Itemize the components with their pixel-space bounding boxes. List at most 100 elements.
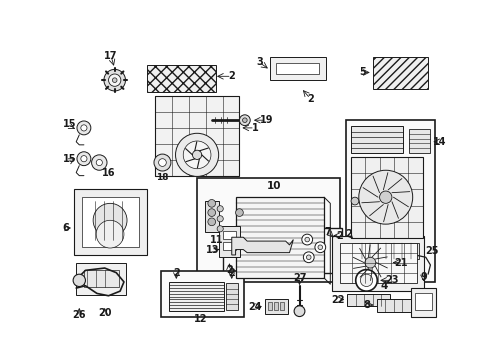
Circle shape <box>154 154 171 171</box>
Circle shape <box>73 274 85 287</box>
Circle shape <box>207 199 215 207</box>
Circle shape <box>217 226 223 232</box>
Bar <box>267 302 271 310</box>
Circle shape <box>91 155 107 170</box>
Text: 13: 13 <box>205 244 219 255</box>
Polygon shape <box>231 237 293 255</box>
Circle shape <box>96 220 123 248</box>
Circle shape <box>183 141 210 169</box>
Text: 2: 2 <box>228 71 235 81</box>
Circle shape <box>293 306 305 316</box>
Bar <box>222 242 236 249</box>
Text: 20: 20 <box>98 308 111 318</box>
Text: 10: 10 <box>266 181 281 191</box>
Circle shape <box>192 150 202 159</box>
Text: 25: 25 <box>425 246 438 256</box>
Bar <box>376 299 410 312</box>
Text: 15: 15 <box>63 154 77 164</box>
Bar <box>350 157 422 238</box>
Text: 15: 15 <box>63 119 77 129</box>
Text: 8: 8 <box>362 300 369 310</box>
Circle shape <box>112 78 117 82</box>
Text: 12: 12 <box>194 314 207 324</box>
Bar <box>154 95 239 176</box>
Bar <box>410 288 435 317</box>
Bar <box>339 243 416 283</box>
Text: 14: 14 <box>432 137 446 147</box>
Bar <box>264 299 287 314</box>
Text: 16: 16 <box>102 167 115 177</box>
Circle shape <box>301 234 312 245</box>
Bar <box>197 178 339 282</box>
Text: 9: 9 <box>419 271 426 282</box>
Circle shape <box>350 197 358 205</box>
Circle shape <box>314 242 325 253</box>
Text: 3: 3 <box>256 58 263 67</box>
Circle shape <box>379 191 391 203</box>
Circle shape <box>350 243 389 282</box>
Bar <box>168 282 224 311</box>
Text: 2: 2 <box>225 265 232 275</box>
Circle shape <box>235 209 243 216</box>
Text: 2: 2 <box>173 268 179 278</box>
Circle shape <box>81 156 87 162</box>
Bar <box>345 120 434 282</box>
Text: 23: 23 <box>385 275 398 285</box>
Circle shape <box>217 216 223 222</box>
Bar <box>226 283 238 310</box>
Text: 2: 2 <box>228 268 235 278</box>
Circle shape <box>104 69 125 91</box>
Text: 24: 24 <box>247 302 261 311</box>
Circle shape <box>355 270 377 291</box>
Text: 6: 6 <box>62 223 69 233</box>
Circle shape <box>93 203 127 237</box>
Circle shape <box>358 170 412 224</box>
Circle shape <box>81 125 87 131</box>
Bar <box>76 263 126 295</box>
Bar <box>350 126 403 153</box>
Circle shape <box>217 206 223 212</box>
Text: 7: 7 <box>324 227 331 237</box>
Text: 2: 2 <box>345 229 351 239</box>
Text: 21: 21 <box>394 258 407 267</box>
Text: 4: 4 <box>380 281 387 291</box>
Bar <box>353 243 418 259</box>
Circle shape <box>239 115 250 126</box>
Bar <box>222 231 236 239</box>
Circle shape <box>175 133 218 176</box>
Circle shape <box>207 209 215 216</box>
Bar <box>414 293 431 310</box>
Bar <box>274 302 277 310</box>
Text: 27: 27 <box>292 273 305 283</box>
Bar <box>161 271 244 317</box>
Circle shape <box>242 118 246 122</box>
Circle shape <box>108 74 121 86</box>
Text: 17: 17 <box>104 50 118 60</box>
Text: 22: 22 <box>330 294 344 305</box>
Bar <box>74 189 147 255</box>
Bar <box>218 226 240 257</box>
Bar <box>276 63 318 74</box>
Circle shape <box>305 237 309 242</box>
Bar <box>81 197 139 247</box>
Text: 26: 26 <box>72 310 86 320</box>
Bar <box>372 57 427 89</box>
Circle shape <box>207 218 215 226</box>
Bar <box>204 201 218 232</box>
Text: 5: 5 <box>359 67 366 77</box>
Text: 2: 2 <box>306 94 313 104</box>
Bar <box>331 236 424 291</box>
Text: 18: 18 <box>156 174 168 183</box>
Circle shape <box>77 152 91 166</box>
Circle shape <box>317 245 322 249</box>
Circle shape <box>96 159 102 166</box>
Circle shape <box>303 252 313 263</box>
Bar <box>346 294 389 306</box>
Circle shape <box>360 274 372 287</box>
Text: 2: 2 <box>335 231 342 241</box>
Bar <box>408 130 429 153</box>
Bar <box>280 302 284 310</box>
Text: 19: 19 <box>259 115 273 125</box>
Circle shape <box>364 257 375 268</box>
Circle shape <box>158 159 166 166</box>
